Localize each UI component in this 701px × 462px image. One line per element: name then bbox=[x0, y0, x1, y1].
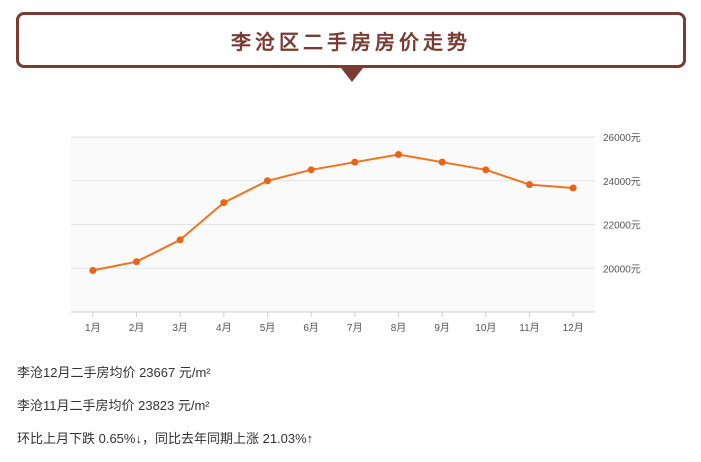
stat-december-price: 李沧12月二手房均价 23667 元/m² bbox=[17, 365, 211, 380]
stat-change-summary: 环比上月下跌 0.65%↓，同比去年同期上涨 21.03%↑ bbox=[17, 431, 314, 446]
data-point-3 bbox=[176, 236, 184, 244]
data-point-12 bbox=[569, 184, 577, 192]
x-tick-label: 2月 bbox=[129, 322, 145, 334]
data-point-10 bbox=[482, 166, 490, 174]
title-pointer-arrow bbox=[341, 68, 363, 82]
x-tick-label: 8月 bbox=[391, 322, 407, 334]
data-point-9 bbox=[438, 158, 446, 166]
data-point-8 bbox=[395, 151, 402, 158]
y-tick-label: 24000元 bbox=[603, 177, 641, 188]
data-point-5 bbox=[264, 177, 271, 185]
data-point-2 bbox=[133, 258, 140, 266]
x-tick-label: 9月 bbox=[434, 322, 450, 334]
x-tick-label: 4月 bbox=[216, 322, 232, 334]
price-trend-chart: 1月 2月 3月 4月 5月 6月 7月 8月 9月 10月 11月 12月 20000元 22000元… bbox=[71, 133, 641, 334]
y-tick-label: 26000元 bbox=[603, 133, 641, 144]
x-tick-label: 6月 bbox=[303, 322, 319, 334]
stats-panel: 李沧12月二手房均价 23667 元/m² 李沧11月二手房均价 23823 元… bbox=[17, 360, 313, 459]
data-point-11 bbox=[526, 181, 533, 189]
grid-lines bbox=[71, 136, 595, 269]
x-tick-label: 7月 bbox=[347, 322, 363, 334]
data-point-7 bbox=[351, 158, 359, 166]
x-tick-label: 1月 bbox=[85, 322, 101, 334]
series-line bbox=[92, 153, 574, 272]
title-box: 李沧区二手房房价走势 bbox=[16, 12, 686, 68]
x-axis: 1月 2月 3月 4月 5月 6月 7月 8月 9月 10月 11月 12月 bbox=[71, 311, 595, 334]
page-title: 李沧区二手房房价走势 bbox=[231, 29, 471, 54]
y-axis: 20000元 22000元 24000元 26000元 bbox=[603, 133, 641, 275]
y-tick-label: 22000元 bbox=[603, 221, 641, 232]
x-tick-label: 11月 bbox=[519, 322, 539, 334]
price-series bbox=[89, 151, 577, 274]
x-tick-label: 10月 bbox=[475, 322, 496, 334]
y-tick-label: 20000元 bbox=[603, 264, 641, 275]
x-tick-label: 3月 bbox=[172, 322, 188, 334]
data-point-1 bbox=[89, 266, 97, 274]
data-point-6 bbox=[307, 166, 315, 174]
stat-november-price: 李沧11月二手房均价 23823 元/m² bbox=[17, 398, 210, 413]
x-tick-label: 12月 bbox=[563, 322, 584, 334]
data-point-4 bbox=[220, 199, 228, 207]
x-tick-label: 5月 bbox=[260, 322, 276, 334]
